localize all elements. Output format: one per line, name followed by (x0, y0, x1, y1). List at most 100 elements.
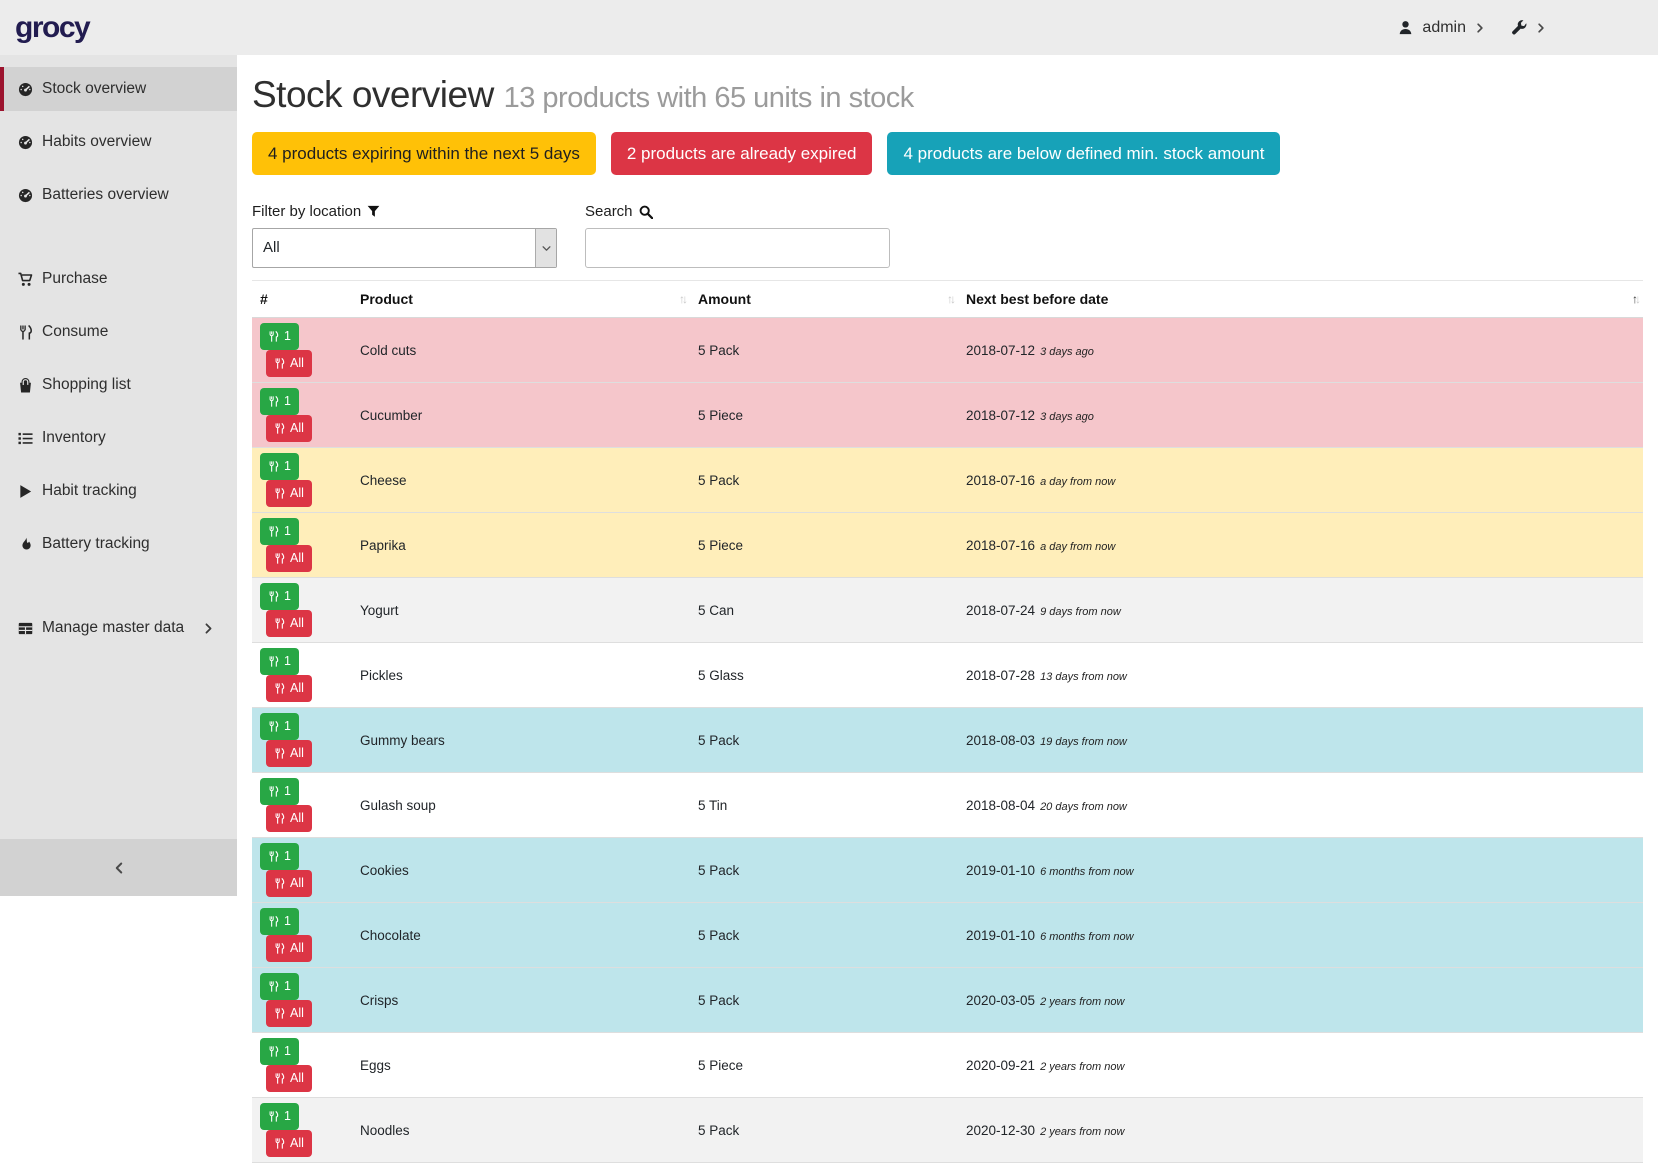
consume-all-button[interactable]: All (266, 415, 312, 442)
consume-one-button[interactable]: 1 (260, 843, 299, 870)
button-label: All (290, 551, 304, 566)
settings-menu[interactable] (1511, 20, 1546, 36)
utensils-icon (274, 1138, 285, 1149)
consume-all-button[interactable]: All (266, 870, 312, 897)
consume-one-button[interactable]: 1 (260, 453, 299, 480)
sidebar-item-label: Stock overview (42, 80, 146, 98)
consume-one-button[interactable]: 1 (260, 908, 299, 935)
utensils-icon (274, 553, 285, 564)
best-before-date: 2018-07-16 (966, 538, 1035, 553)
product-cell: Cold cuts (352, 318, 690, 383)
best-before-date: 2018-07-24 (966, 603, 1035, 618)
button-label: All (290, 1136, 304, 1151)
consume-one-button[interactable]: 1 (260, 583, 299, 610)
sidebar-item-shopping-list[interactable]: Shopping list (0, 363, 237, 407)
consume-one-button[interactable]: 1 (260, 778, 299, 805)
location-filter: Filter by location All (252, 203, 557, 268)
consume-one-button[interactable]: 1 (260, 1103, 299, 1130)
sidebar-item-label: Habit tracking (42, 482, 137, 500)
consume-all-button[interactable]: All (266, 1130, 312, 1157)
utensils-icon (268, 1046, 279, 1057)
consume-all-button[interactable]: All (266, 675, 312, 702)
sidebar-item-label: Purchase (42, 270, 107, 288)
utensils-icon (274, 488, 285, 499)
gauge-icon (18, 188, 33, 203)
amount-cell: 5 Pack (690, 448, 958, 513)
expired-badge[interactable]: 2 products are already expired (611, 132, 873, 175)
best-before-date: 2020-12-30 (966, 1123, 1035, 1138)
consume-one-button[interactable]: 1 (260, 518, 299, 545)
consume-one-button[interactable]: 1 (260, 323, 299, 350)
button-label: All (290, 1071, 304, 1086)
column-header-: # (252, 281, 352, 318)
search-group: Search (585, 203, 890, 268)
sidebar-item-purchase[interactable]: Purchase (0, 257, 237, 301)
sidebar-item-label: Habits overview (42, 133, 151, 151)
consume-all-button[interactable]: All (266, 480, 312, 507)
sidebar-item-label: Battery tracking (42, 535, 150, 553)
amount-cell: 5 Piece (690, 1033, 958, 1098)
timeago-text: 2 years from now (1040, 1061, 1124, 1073)
button-label: 1 (284, 394, 291, 409)
button-label: 1 (284, 459, 291, 474)
consume-all-button[interactable]: All (266, 350, 312, 377)
utensils-icon (274, 748, 285, 759)
best-before-date: 2018-08-03 (966, 733, 1035, 748)
below-min-badge[interactable]: 4 products are below defined min. stock … (887, 132, 1280, 175)
sidebar-item-consume[interactable]: Consume (0, 310, 237, 354)
row-actions: 1 All (252, 1033, 352, 1098)
consume-all-button[interactable]: All (266, 1000, 312, 1027)
sidebar-collapse-button[interactable] (0, 839, 237, 896)
consume-one-button[interactable]: 1 (260, 648, 299, 675)
utensils-icon (268, 981, 279, 992)
product-cell: Noodles (352, 1098, 690, 1163)
sidebar-item-habits-overview[interactable]: Habits overview (0, 120, 237, 164)
column-header-product[interactable]: Product↑↓ (352, 281, 690, 318)
consume-one-button[interactable]: 1 (260, 388, 299, 415)
column-header-amount[interactable]: Amount↑↓ (690, 281, 958, 318)
consume-one-button[interactable]: 1 (260, 1038, 299, 1065)
utensils-icon (274, 813, 285, 824)
utensils-icon (268, 916, 279, 927)
consume-all-button[interactable]: All (266, 545, 312, 572)
sidebar-item-battery-tracking[interactable]: Battery tracking (0, 522, 237, 566)
column-header-next-best-before-date[interactable]: Next best before date↑↓ (958, 281, 1643, 318)
consume-one-button[interactable]: 1 (260, 713, 299, 740)
amount-cell: 5 Pack (690, 838, 958, 903)
sort-icon: ↑↓ (947, 293, 956, 305)
user-menu[interactable]: admin (1398, 19, 1485, 37)
consume-one-button[interactable]: 1 (260, 973, 299, 1000)
select-dropdown-button[interactable] (535, 229, 556, 267)
location-select[interactable]: All (252, 228, 557, 268)
expiring-badge[interactable]: 4 products expiring within the next 5 da… (252, 132, 596, 175)
row-actions: 1 All (252, 968, 352, 1033)
app-logo[interactable]: grocy (15, 11, 89, 45)
consume-all-button[interactable]: All (266, 805, 312, 832)
sidebar-item-stock-overview[interactable]: Stock overview (0, 67, 237, 111)
consume-all-button[interactable]: All (266, 1065, 312, 1092)
consume-all-button[interactable]: All (266, 740, 312, 767)
sidebar-item-batteries-overview[interactable]: Batteries overview (0, 173, 237, 217)
search-input[interactable] (585, 228, 890, 268)
timeago-text: a day from now (1040, 541, 1115, 553)
search-label: Search (585, 203, 890, 220)
sidebar-item-inventory[interactable]: Inventory (0, 416, 237, 460)
best-before-cell: 2018-07-16 a day from now (958, 513, 1643, 578)
sidebar-item-habit-tracking[interactable]: Habit tracking (0, 469, 237, 513)
consume-all-button[interactable]: All (266, 935, 312, 962)
sidebar-item-manage-master-data[interactable]: Manage master data (0, 606, 237, 650)
location-select-value: All (263, 239, 280, 256)
column-header-label: Product (360, 291, 413, 307)
consume-all-button[interactable]: All (266, 610, 312, 637)
button-label: All (290, 1006, 304, 1021)
